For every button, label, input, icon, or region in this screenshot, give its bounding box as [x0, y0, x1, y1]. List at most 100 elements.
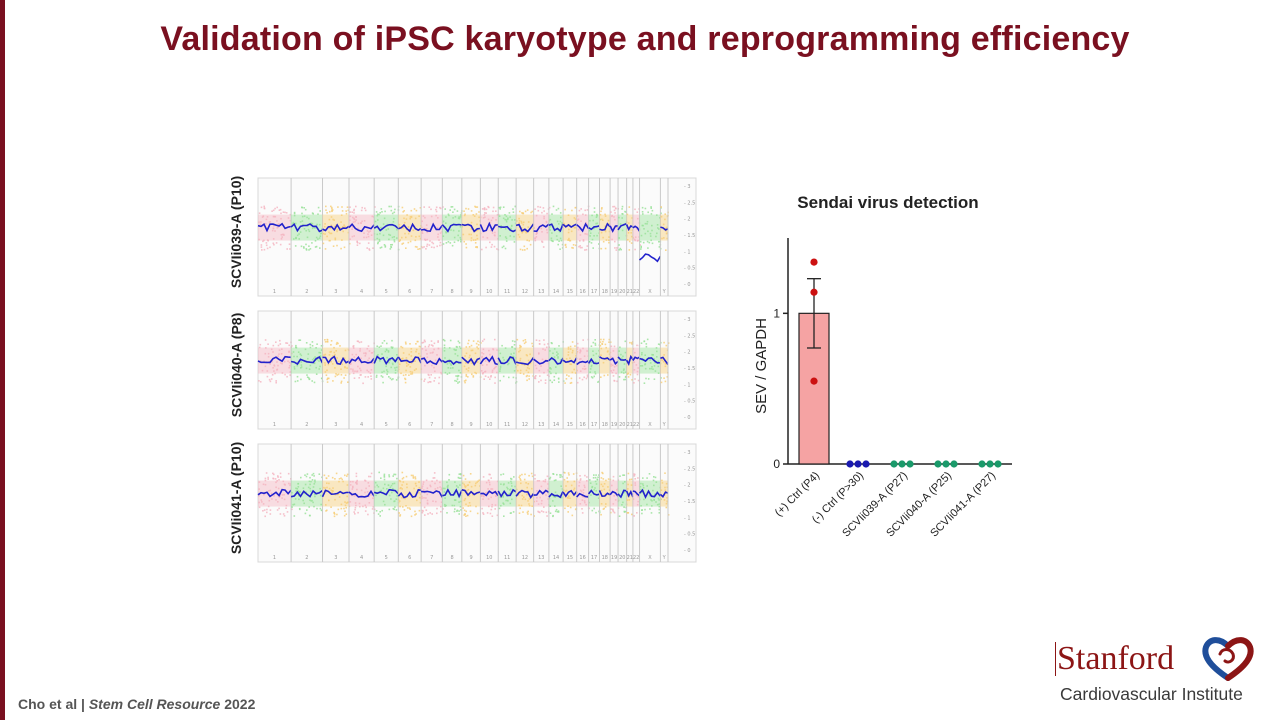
- probe-dot: [332, 380, 334, 382]
- chromosome-segment: [257, 472, 293, 518]
- probe-dot: [320, 232, 322, 235]
- probe-dot: [499, 206, 502, 209]
- probe-dot: [472, 493, 474, 496]
- probe-dot: [534, 478, 536, 480]
- probe-dot: [356, 488, 358, 491]
- probe-dot: [584, 474, 586, 477]
- copy-number-trace: [397, 489, 422, 499]
- probe-dot: [367, 513, 369, 516]
- chromosome-label: 12: [522, 422, 528, 428]
- probe-dot: [414, 514, 416, 516]
- sendai-chart: Sendai virus detection SEV / GAPDH 0 1 (+) C…: [740, 182, 1040, 572]
- copy-number-trace: [461, 223, 481, 233]
- probe-dot: [359, 348, 361, 350]
- probe-dot: [619, 223, 622, 225]
- probe-dot: [402, 211, 404, 213]
- probe-dot: [557, 207, 560, 210]
- chromosome-label: 6: [408, 422, 411, 428]
- probe-dot: [519, 372, 522, 374]
- probe-dot: [377, 241, 379, 244]
- probe-dot: [314, 356, 316, 358]
- probe-dot: [504, 218, 506, 221]
- probe-dot: [476, 229, 479, 232]
- probe-dot: [446, 512, 448, 514]
- probe-dot: [414, 476, 417, 478]
- probe-dot: [649, 359, 651, 361]
- yaxis-tick-label: - 2: [684, 350, 691, 356]
- probe-dot: [510, 478, 513, 480]
- probe-dot: [538, 369, 541, 372]
- probe-dot: [267, 478, 269, 480]
- probe-dot: [298, 498, 300, 501]
- probe-dot: [362, 505, 364, 508]
- probe-dot: [324, 233, 326, 235]
- probe-dot: [483, 207, 486, 209]
- probe-dot: [611, 371, 614, 374]
- probe-dot: [405, 343, 407, 345]
- probe-dot: [380, 246, 383, 249]
- probe-dot: [496, 214, 499, 216]
- probe-dot: [458, 513, 460, 515]
- probe-dot: [534, 237, 536, 240]
- probe-dot: [376, 484, 378, 487]
- probe-dot: [510, 482, 513, 485]
- probe-dot: [410, 209, 413, 212]
- probe-dot: [404, 381, 407, 384]
- probe-dot: [368, 495, 370, 498]
- probe-band: [442, 480, 462, 507]
- probe-dot: [326, 369, 328, 372]
- probe-dot: [651, 209, 654, 212]
- probe-dot: [589, 219, 591, 222]
- probe-dot: [485, 481, 488, 484]
- probe-dot: [618, 237, 620, 239]
- probe-dot: [331, 476, 334, 479]
- probe-dot: [306, 376, 309, 378]
- probe-dot: [608, 241, 610, 244]
- probe-dot: [272, 224, 275, 227]
- probe-dot: [505, 219, 508, 221]
- probe-dot: [275, 242, 278, 244]
- probe-dot: [442, 235, 445, 237]
- probe-dot: [522, 223, 525, 226]
- probe-dot: [465, 485, 467, 488]
- copy-number-trace: [609, 357, 619, 365]
- probe-dot: [387, 351, 390, 353]
- probe-dot: [505, 240, 508, 242]
- probe-dot: [549, 476, 552, 479]
- probe-dot: [371, 508, 374, 510]
- probe-dot: [331, 363, 334, 365]
- probe-dot: [458, 230, 460, 232]
- probe-dot: [459, 226, 462, 228]
- probe-dot: [311, 358, 314, 361]
- probe-dot: [344, 504, 347, 507]
- probe-dot: [525, 482, 527, 484]
- probe-dot: [641, 206, 644, 209]
- probe-dot: [384, 503, 386, 506]
- probe-dot: [573, 480, 576, 483]
- yaxis-tick-label: - 0.5: [684, 532, 695, 538]
- citation: Cho et al | Stem Cell Resource 2022: [18, 696, 255, 712]
- probe-dot: [484, 216, 486, 218]
- copy-number-trace: [480, 490, 499, 497]
- probe-dot: [270, 348, 273, 351]
- probe-dot: [453, 241, 456, 243]
- probe-dot: [458, 342, 461, 344]
- probe-dot: [425, 509, 428, 511]
- probe-dot: [594, 476, 597, 479]
- probe-dot: [494, 508, 496, 510]
- probe-dot: [485, 246, 487, 249]
- probe-dot: [662, 361, 665, 363]
- probe-dot: [613, 380, 616, 382]
- probe-dot: [294, 245, 297, 247]
- probe-dot: [519, 479, 522, 481]
- probe-dot: [356, 370, 359, 372]
- probe-dot: [609, 341, 612, 343]
- probe-dot: [389, 359, 391, 362]
- probe-dot: [612, 205, 614, 208]
- probe-dot: [427, 373, 430, 376]
- probe-dot: [496, 349, 498, 351]
- probe-dot: [666, 237, 668, 240]
- probe-dot: [412, 229, 415, 232]
- probe-dot: [280, 217, 282, 220]
- probe-dot: [386, 373, 388, 375]
